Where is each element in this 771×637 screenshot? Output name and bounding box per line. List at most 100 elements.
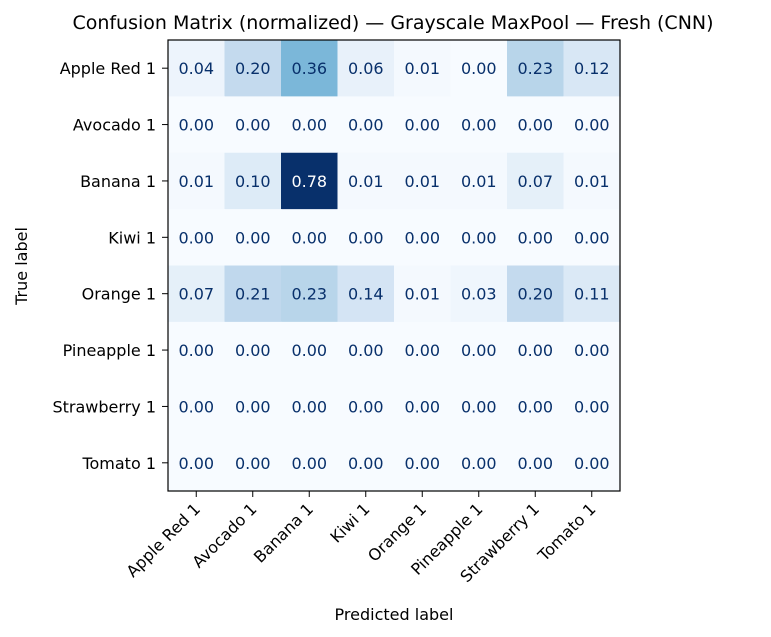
cell-value-label: 0.06 xyxy=(348,59,384,78)
cell-value-label: 0.01 xyxy=(574,172,610,191)
y-tick-label-strawberry-1: Strawberry 1 xyxy=(52,397,156,416)
heatmap-cell-kiwi-1-pineapple-1 xyxy=(450,209,508,267)
y-tick-label-banana-1: Banana 1 xyxy=(80,172,156,191)
heatmap-cell-orange-1-strawberry-1 xyxy=(507,265,565,323)
y-tick-label-avocado-1: Avocado 1 xyxy=(73,116,156,135)
heatmap-cell-strawberry-1-apple-red-1 xyxy=(168,378,226,436)
heatmap-cell-pineapple-1-orange-1 xyxy=(394,321,452,379)
cell-value-label: 0.00 xyxy=(574,228,610,247)
heatmap-cell-tomato-1-tomato-1 xyxy=(563,434,621,492)
heatmap-cell-avocado-1-strawberry-1 xyxy=(507,96,565,154)
cell-value-label: 0.00 xyxy=(178,341,214,360)
x-axis-label: Predicted label xyxy=(335,605,454,624)
heatmap-cell-banana-1-orange-1 xyxy=(394,152,452,210)
chart-title: Confusion Matrix (normalized) — Grayscal… xyxy=(72,12,713,34)
cell-value-label: 0.01 xyxy=(404,59,440,78)
heatmap-cell-pineapple-1-strawberry-1 xyxy=(507,321,565,379)
cell-value-label: 0.11 xyxy=(574,285,610,304)
heatmap-cell-pineapple-1-tomato-1 xyxy=(563,321,621,379)
heatmap-cell-banana-1-apple-red-1 xyxy=(168,152,226,210)
cell-value-label: 0.00 xyxy=(178,228,214,247)
cell-value-label: 0.07 xyxy=(178,285,214,304)
cell-value-label: 0.12 xyxy=(574,59,610,78)
heatmap-cell-avocado-1-orange-1 xyxy=(394,96,452,154)
cell-value-label: 0.00 xyxy=(291,454,327,473)
heatmap-cell-pineapple-1-apple-red-1 xyxy=(168,321,226,379)
cell-value-label: 0.00 xyxy=(291,228,327,247)
cell-value-label: 0.78 xyxy=(291,172,327,191)
heatmap-cell-apple-red-1-banana-1 xyxy=(281,40,339,97)
cell-value-label: 0.01 xyxy=(404,285,440,304)
cell-value-label: 0.20 xyxy=(517,285,553,304)
cell-value-label: 0.00 xyxy=(574,397,610,416)
cell-value-label: 0.23 xyxy=(291,285,327,304)
heatmap-cell-pineapple-1-pineapple-1 xyxy=(450,321,508,379)
y-tick-label-tomato-1: Tomato 1 xyxy=(81,454,156,473)
cell-value-label: 0.00 xyxy=(235,341,271,360)
heatmap-cell-apple-red-1-apple-red-1 xyxy=(168,40,226,97)
cell-value-label: 0.01 xyxy=(348,172,384,191)
cell-value-label: 0.00 xyxy=(178,454,214,473)
heatmap-cell-apple-red-1-tomato-1 xyxy=(563,40,621,97)
heatmap-cell-banana-1-avocado-1 xyxy=(224,152,282,210)
plot-frame xyxy=(167,39,621,492)
heatmap-cell-apple-red-1-avocado-1 xyxy=(224,40,282,97)
cell-value-label: 0.01 xyxy=(178,172,214,191)
heatmap-cell-banana-1-strawberry-1 xyxy=(507,152,565,210)
cell-value-label: 0.23 xyxy=(517,59,553,78)
cell-value-label: 0.00 xyxy=(574,454,610,473)
y-axis-ticks: Apple Red 1 Avocado 1 Banana 1 Kiwi 1 Orange… xyxy=(52,59,168,473)
cell-value-label: 0.00 xyxy=(517,454,553,473)
cell-value-label: 0.01 xyxy=(404,172,440,191)
heatmap-cell-banana-1-kiwi-1 xyxy=(337,152,395,210)
heatmap-cell-pineapple-1-avocado-1 xyxy=(224,321,282,379)
cell-value-label: 0.00 xyxy=(348,116,384,135)
cell-value-label: 0.00 xyxy=(461,454,497,473)
cell-value-label: 0.20 xyxy=(235,59,271,78)
x-tick-label-apple-red-1: Apple Red 1 xyxy=(123,499,205,581)
cell-value-label: 0.00 xyxy=(291,341,327,360)
heatmap-cell-strawberry-1-orange-1 xyxy=(394,378,452,436)
heatmap-cell-strawberry-1-kiwi-1 xyxy=(337,378,395,436)
cell-value-label: 0.00 xyxy=(235,397,271,416)
heatmap-cell-strawberry-1-tomato-1 xyxy=(563,378,621,436)
cell-value-label: 0.00 xyxy=(461,59,497,78)
cell-value-label: 0.00 xyxy=(404,228,440,247)
cell-value-label: 0.00 xyxy=(348,228,384,247)
cell-value-label: 0.01 xyxy=(461,172,497,191)
cell-value-label: 0.00 xyxy=(574,116,610,135)
cell-value-label: 0.00 xyxy=(235,116,271,135)
cell-value-label: 0.14 xyxy=(348,285,384,304)
heatmap-cell-apple-red-1-orange-1 xyxy=(394,40,452,97)
cell-value-label: 0.00 xyxy=(348,341,384,360)
cell-value-label: 0.04 xyxy=(178,59,214,78)
cell-value-label: 0.00 xyxy=(291,397,327,416)
cell-value-label: 0.21 xyxy=(235,285,271,304)
heatmap-cell-kiwi-1-avocado-1 xyxy=(224,209,282,267)
heatmap-cell-tomato-1-banana-1 xyxy=(281,434,339,492)
y-tick-label-pineapple-1: Pineapple 1 xyxy=(63,341,156,360)
cell-value-label: 0.00 xyxy=(461,397,497,416)
heatmap-cell-avocado-1-apple-red-1 xyxy=(168,96,226,154)
heatmap-cell-apple-red-1-pineapple-1 xyxy=(450,40,508,97)
heatmap-cell-banana-1-pineapple-1 xyxy=(450,152,508,210)
x-tick-label-tomato-1: Tomato 1 xyxy=(533,499,599,565)
heatmap-cell-banana-1-banana-1 xyxy=(281,152,339,210)
cell-value-label: 0.10 xyxy=(235,172,271,191)
heatmap-cell-orange-1-apple-red-1 xyxy=(168,265,226,323)
heatmap-cell-banana-1-tomato-1 xyxy=(563,152,621,210)
y-axis-label: True label xyxy=(12,227,31,306)
heatmap-cell-apple-red-1-strawberry-1 xyxy=(507,40,565,97)
heatmap-cell-orange-1-banana-1 xyxy=(281,265,339,323)
heatmap-cell-tomato-1-kiwi-1 xyxy=(337,434,395,492)
cell-value-label: 0.00 xyxy=(517,397,553,416)
heatmap-cell-orange-1-tomato-1 xyxy=(563,265,621,323)
heatmap-cell-strawberry-1-banana-1 xyxy=(281,378,339,436)
y-tick-label-apple-red-1: Apple Red 1 xyxy=(60,59,156,78)
heatmap-cell-orange-1-kiwi-1 xyxy=(337,265,395,323)
cell-value-label: 0.00 xyxy=(461,228,497,247)
heatmap-cell-avocado-1-avocado-1 xyxy=(224,96,282,154)
